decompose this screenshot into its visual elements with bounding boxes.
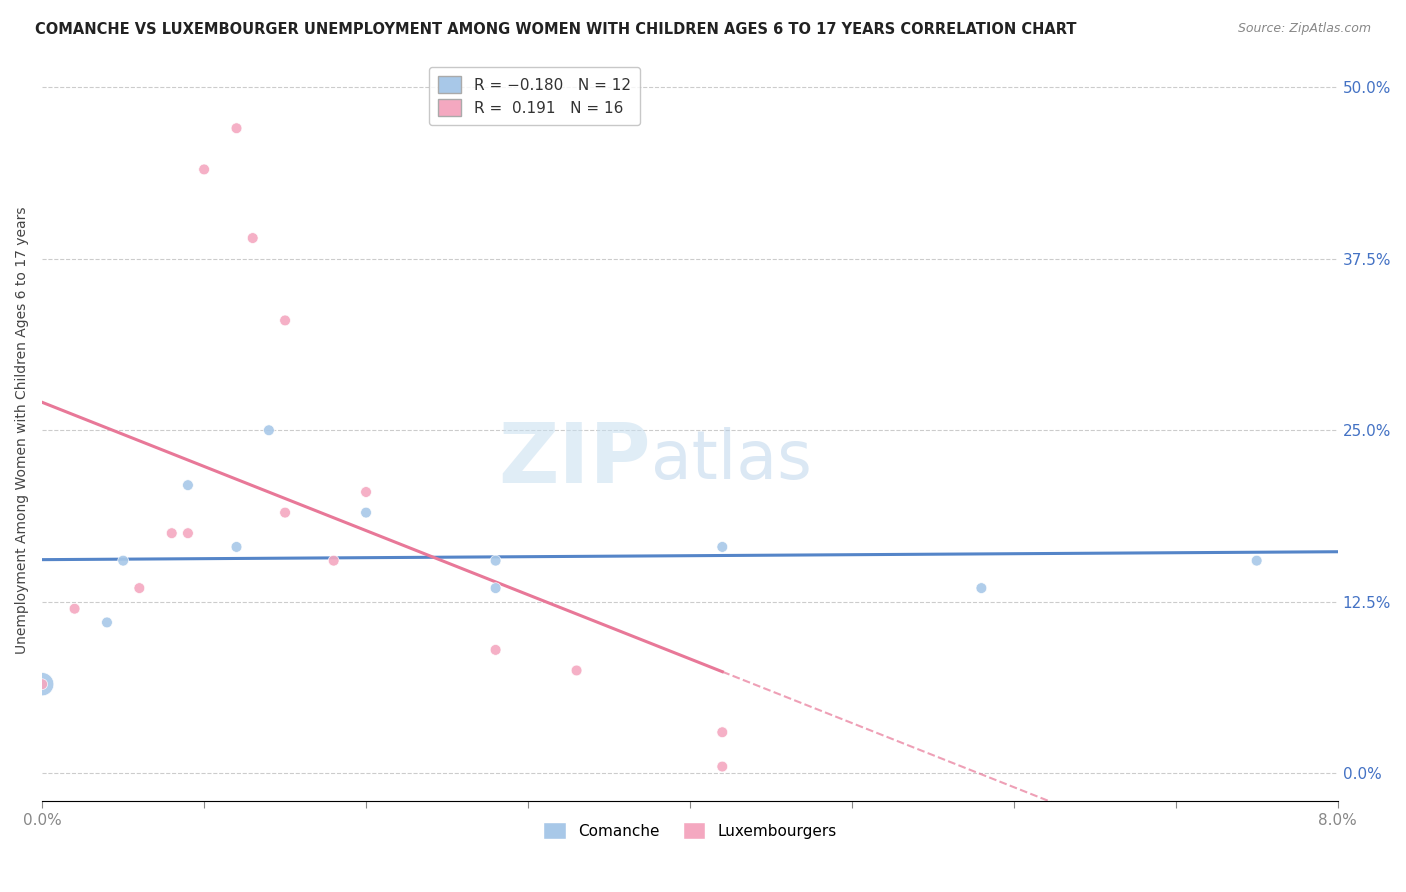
Point [970, 581, 993, 595]
Point [354, 485, 377, 500]
Point [160, 526, 183, 541]
Y-axis label: Unemployment Among Women with Children Ages 6 to 17 years: Unemployment Among Women with Children A… [15, 206, 30, 654]
Point [484, 643, 506, 657]
Point [128, 581, 150, 595]
Text: ZIP: ZIP [499, 419, 651, 500]
Legend: Comanche, Luxembourgers: Comanche, Luxembourgers [537, 816, 844, 845]
Point [711, 725, 734, 739]
Point [193, 162, 215, 177]
Point [565, 664, 588, 678]
Point [225, 540, 247, 554]
Point [177, 526, 200, 541]
Point [177, 478, 200, 492]
Point [31, 677, 53, 691]
Point [274, 313, 297, 327]
Point [112, 554, 135, 568]
Point [484, 581, 506, 595]
Point [1246, 554, 1268, 568]
Point [322, 554, 344, 568]
Point [31, 677, 53, 691]
Point [225, 121, 247, 136]
Point [63, 601, 86, 615]
Point [711, 759, 734, 773]
Point [257, 423, 280, 437]
Point [96, 615, 118, 630]
Point [242, 231, 264, 245]
Point [274, 506, 297, 520]
Point [484, 554, 506, 568]
Point [354, 506, 377, 520]
Point [711, 540, 734, 554]
Text: atlas: atlas [651, 427, 811, 493]
Text: Source: ZipAtlas.com: Source: ZipAtlas.com [1237, 22, 1371, 36]
Text: COMANCHE VS LUXEMBOURGER UNEMPLOYMENT AMONG WOMEN WITH CHILDREN AGES 6 TO 17 YEA: COMANCHE VS LUXEMBOURGER UNEMPLOYMENT AM… [35, 22, 1077, 37]
